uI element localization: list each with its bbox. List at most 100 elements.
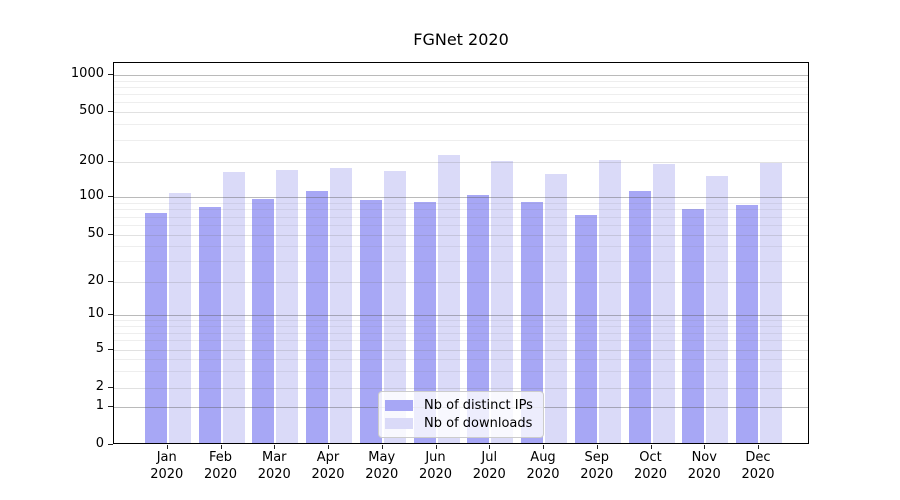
xtick-label-jan: Jan 2020 (150, 450, 184, 482)
gridline-50 (114, 235, 808, 236)
xtick-label-jun: Jun 2020 (418, 450, 453, 482)
xtick-label-nov: Nov 2020 (687, 450, 721, 482)
gridline-minor (114, 139, 808, 141)
ytick-mark (108, 74, 113, 75)
ytick-label-1: 1 (95, 398, 104, 413)
xtick-mark (328, 445, 329, 449)
xtick-mark (220, 445, 222, 449)
bar-distinct-ips-feb (198, 207, 221, 443)
gridline-2 (114, 388, 808, 389)
bar-downloads-aug (545, 173, 567, 443)
bar-distinct-ips-nov (682, 209, 705, 443)
gridline-500 (114, 112, 808, 113)
bar-distinct-ips-jun (413, 202, 436, 443)
gridline-100 (114, 197, 808, 198)
bar-downloads-sep (598, 160, 621, 443)
bar-distinct-ips-may (359, 200, 382, 443)
gridline-minor (114, 102, 808, 104)
legend-label-downloads: Nb of downloads (424, 416, 533, 432)
ytick-label-50: 50 (87, 226, 104, 241)
ytick-label-2: 2 (95, 379, 104, 394)
gridline-minor (114, 319, 808, 321)
gridline-200 (114, 162, 808, 163)
ytick-mark (108, 234, 113, 235)
ytick-label-10: 10 (87, 305, 104, 321)
gridline-minor (114, 325, 808, 327)
gridline-minor (114, 124, 808, 126)
gridline-minor (114, 358, 808, 360)
xtick-mark (650, 445, 652, 449)
bar-downloads-nov (706, 175, 729, 443)
gridline-minor (114, 225, 808, 226)
gridline-minor (114, 370, 808, 372)
gridline-minor (114, 261, 808, 263)
gridline-5 (114, 349, 808, 351)
chart-title: FGNet 2020 (413, 30, 509, 49)
bar-distinct-ips-jan (144, 213, 167, 443)
bar-downloads-dec (760, 162, 782, 443)
ytick-mark (108, 348, 113, 350)
legend-swatch-distinct-ips (385, 399, 413, 411)
xtick-label-oct: Oct 2020 (633, 450, 668, 482)
gridline-minor (114, 246, 808, 248)
xtick-label-apr: Apr 2020 (311, 450, 345, 482)
gridline-minor (114, 94, 808, 96)
gridline-minor (114, 202, 808, 204)
gridline-minor (114, 86, 808, 88)
bar-distinct-ips-sep (574, 215, 597, 443)
xtick-label-jul: Jul 2020 (472, 450, 506, 482)
bar-distinct-ips-oct (628, 190, 651, 443)
gridline-minor (114, 216, 808, 218)
xtick-mark (758, 445, 759, 449)
ytick-label-0: 0 (95, 436, 104, 451)
xtick-mark (166, 445, 168, 449)
xtick-mark (435, 445, 437, 449)
legend-row: Nb of downloads (385, 416, 537, 431)
bar-distinct-ips-jul (467, 195, 490, 443)
legend-swatch-downloads (385, 418, 413, 430)
legend-label-distinct-ips: Nb of distinct IPs (424, 397, 533, 413)
ytick-mark (108, 161, 113, 162)
xtick-label-dec: Dec 2020 (741, 450, 775, 482)
bar-distinct-ips-dec (736, 205, 758, 443)
ytick-label-20: 20 (87, 273, 104, 288)
gridline-1000 (114, 75, 808, 76)
ytick-label-1000: 1000 (70, 66, 104, 81)
xtick-label-aug: Aug 2020 (526, 450, 560, 482)
xtick-mark (381, 445, 383, 449)
gridline-minor (114, 340, 808, 342)
ytick-mark (108, 313, 113, 315)
ytick-mark (108, 281, 113, 282)
bar-downloads-feb (222, 171, 245, 443)
gridline-20 (114, 282, 808, 283)
xtick-label-sep: Sep 2020 (580, 450, 614, 482)
legend-row: Nb of distinct IPs (385, 398, 537, 413)
ytick-label-500: 500 (79, 103, 104, 118)
ytick-mark (108, 111, 113, 112)
xtick-mark (596, 445, 598, 449)
ytick-mark (108, 406, 113, 407)
bar-downloads-mar (276, 170, 299, 443)
plot-area (113, 62, 809, 444)
bar-downloads-apr (330, 168, 352, 443)
gridline-minor (114, 80, 808, 82)
bar-distinct-ips-apr (306, 191, 328, 443)
xtick-mark (543, 445, 544, 449)
xtick-mark (274, 445, 276, 449)
xtick-label-mar: Mar 2020 (257, 450, 291, 482)
bar-downloads-jul (491, 160, 514, 443)
bar-downloads-jan (168, 192, 191, 443)
legend: Nb of distinct IPs Nb of downloads (378, 391, 544, 438)
gridline-10 (114, 314, 808, 316)
bar-downloads-jun (437, 154, 460, 443)
xtick-mark (704, 445, 706, 449)
xtick-label-feb: Feb 2020 (203, 450, 238, 482)
ytick-label-5: 5 (95, 340, 104, 356)
xtick-label-may: May 2020 (365, 450, 399, 482)
gridline-minor (114, 209, 808, 211)
gridline-minor (114, 332, 808, 334)
ytick-label-200: 200 (79, 153, 104, 168)
ytick-label-100: 100 (79, 188, 104, 203)
bar-distinct-ips-mar (252, 198, 275, 443)
